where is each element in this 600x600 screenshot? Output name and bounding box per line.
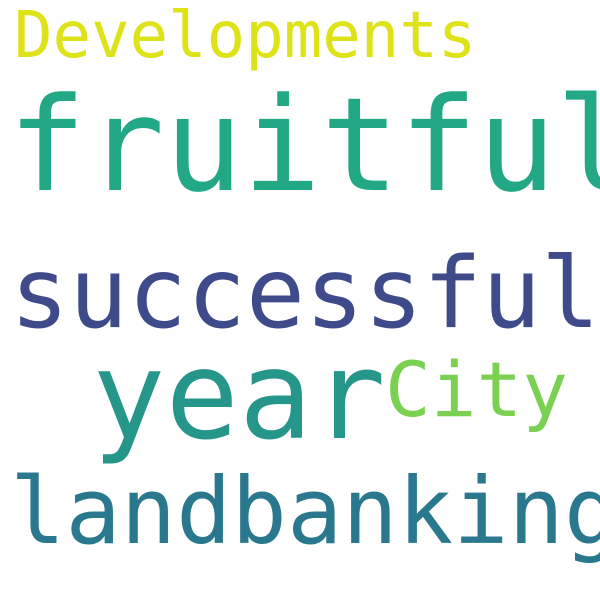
word-landbanking: landbanking: [10, 458, 600, 565]
word-developments: Developments: [14, 0, 477, 73]
word-successful: successful: [10, 237, 600, 351]
word-city: City: [385, 345, 569, 434]
word-year: year: [92, 325, 386, 467]
word-fruitful: fruitful: [8, 69, 600, 221]
